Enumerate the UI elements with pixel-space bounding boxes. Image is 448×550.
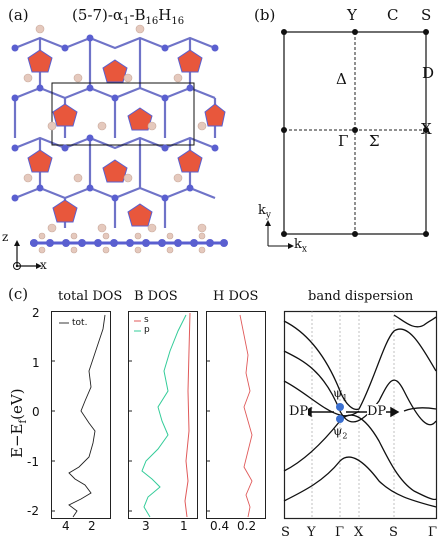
psi1-sub: 1 — [342, 393, 348, 403]
dp-right-label: DP — [367, 404, 387, 419]
legend-s: s — [144, 315, 149, 325]
legend-total: tot. — [72, 318, 88, 328]
psi1-symbol: ψ — [333, 386, 343, 400]
kpath-label: Γ — [335, 525, 345, 540]
b-xtick: 1 — [180, 519, 188, 533]
bz-point-C: C — [387, 6, 399, 24]
crystal-side-view — [30, 232, 228, 254]
axis-z-label: z — [2, 230, 9, 244]
formula-part: -B — [129, 6, 146, 24]
ytick: -1 — [27, 455, 39, 469]
axis-indicator-a — [13, 240, 42, 270]
formula-sub: 1 — [123, 16, 130, 27]
total-xtick: 2 — [88, 519, 96, 533]
h-dos-plot — [206, 311, 266, 519]
psi2-symbol: ψ — [333, 424, 343, 438]
b-dos-plot — [128, 311, 198, 519]
kx-sub: x — [301, 244, 307, 255]
total-xtick: 4 — [62, 519, 70, 533]
kx-label: kx — [294, 237, 307, 255]
ylabel-sub: f — [18, 419, 29, 424]
brillouin-zone — [281, 29, 429, 237]
structure-formula: (5-7)-α1-B16H16 — [72, 6, 184, 27]
ytick: 0 — [32, 405, 40, 419]
hydrogen-atoms — [23, 24, 207, 233]
kpath-label: Γ — [428, 525, 438, 540]
bz-point-Sigma: Σ — [369, 132, 380, 150]
bz-point-S: S — [421, 6, 432, 24]
kx-k: k — [294, 237, 302, 252]
bz-point-D: D — [422, 64, 435, 82]
kpath-label: S — [281, 525, 290, 540]
kpath-label: Y — [307, 525, 316, 540]
h-xtick: 0.4 — [210, 519, 230, 533]
ky-label: ky — [258, 203, 271, 221]
ky-k: k — [258, 203, 266, 218]
psi1-label: ψ1 — [333, 386, 348, 402]
bz-point-Delta: Δ — [336, 70, 347, 88]
bz-point-X: X — [421, 120, 432, 138]
y-axis-label: E−Ef(eV) — [8, 338, 29, 458]
axis-indicator-b — [265, 220, 294, 249]
panel-c-label: (c) — [8, 285, 29, 303]
formula-part: (5-7)-α — [72, 6, 124, 24]
ylabel-text: E−E — [8, 423, 26, 458]
axis-x-label: x — [40, 258, 47, 272]
pentagons — [27, 49, 226, 227]
panel-a-label: (a) — [8, 6, 29, 24]
b-xtick: 3 — [142, 519, 150, 533]
boron-atoms — [11, 34, 219, 202]
unit-cell — [51, 82, 195, 146]
title-total-dos: total DOS — [58, 289, 123, 304]
title-b-dos: B DOS — [134, 289, 178, 304]
psi2-label: ψ2 — [333, 424, 348, 440]
dp-left-label: DP — [289, 404, 309, 419]
bz-point-Y: Y — [347, 6, 357, 24]
formula-part: H — [158, 6, 172, 24]
panel-b-label: (b) — [254, 6, 276, 24]
ytick: -2 — [27, 504, 39, 518]
crystal-top-view — [11, 24, 226, 233]
band-dispersion-plot — [283, 310, 438, 520]
ky-sub: y — [265, 210, 271, 221]
h-xtick: 0.2 — [237, 519, 257, 533]
legend-p: p — [144, 325, 150, 335]
kpath-label: S — [389, 525, 398, 540]
ytick: 2 — [32, 306, 40, 320]
formula-sub: 16 — [171, 16, 185, 27]
kpath-label: X — [354, 525, 364, 540]
total-dos-plot — [51, 311, 111, 519]
psi2-sub: 2 — [342, 431, 348, 441]
title-band-dispersion: band dispersion — [308, 289, 414, 304]
ytick: 1 — [32, 356, 40, 370]
ylabel-unit: (eV) — [8, 388, 26, 420]
title-h-dos: H DOS — [213, 289, 259, 304]
formula-sub: 16 — [145, 16, 159, 27]
bz-point-Gamma: Γ — [338, 132, 349, 150]
